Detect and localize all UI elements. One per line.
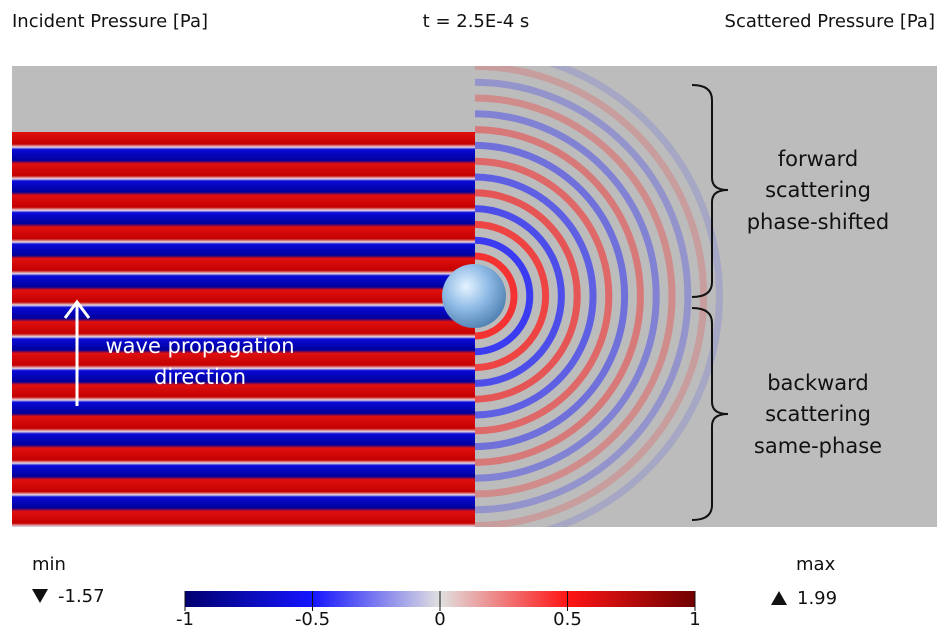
wave-label: direction — [154, 365, 246, 389]
max-label: max — [796, 554, 836, 575]
ring — [475, 252, 518, 340]
tick-label: -0.5 — [295, 609, 330, 629]
header-left: Incident Pressure [Pa] — [12, 11, 208, 32]
max-value: 1.99 — [797, 588, 837, 609]
annotation: scattering — [765, 178, 871, 202]
ring — [475, 126, 644, 466]
tick-label: 1 — [689, 609, 700, 629]
min-label: min — [32, 554, 66, 575]
header-center: t = 2.5E-4 s — [423, 11, 530, 32]
ring — [475, 94, 676, 498]
annotation: scattering — [765, 402, 871, 426]
brace-backward — [691, 307, 729, 521]
ring — [475, 189, 581, 403]
tick-label: 0 — [434, 609, 445, 629]
ring — [475, 78, 692, 514]
annotation: phase-shifted — [747, 210, 890, 234]
brace-forward — [691, 84, 729, 298]
ring — [475, 220, 550, 372]
ring — [475, 110, 660, 482]
annotation: same-phase — [754, 434, 882, 458]
ring — [475, 141, 629, 451]
annotation: backward — [767, 371, 869, 395]
max-icon — [771, 591, 787, 605]
ring — [545, 66, 723, 527]
arrow-head — [63, 299, 91, 319]
ring — [475, 205, 565, 387]
ring — [475, 236, 534, 356]
ring — [475, 157, 613, 435]
ring — [475, 173, 597, 419]
incident-wave — [12, 132, 475, 527]
tick-label: 0.5 — [553, 609, 582, 629]
min-icon — [32, 589, 48, 603]
sphere — [442, 264, 506, 328]
tick-label: -1 — [176, 609, 194, 629]
wave-label: wave propagation — [105, 334, 294, 358]
min-value: -1.57 — [58, 586, 105, 607]
header-right: Scattered Pressure [Pa] — [725, 11, 935, 32]
annotation: forward — [778, 147, 859, 171]
